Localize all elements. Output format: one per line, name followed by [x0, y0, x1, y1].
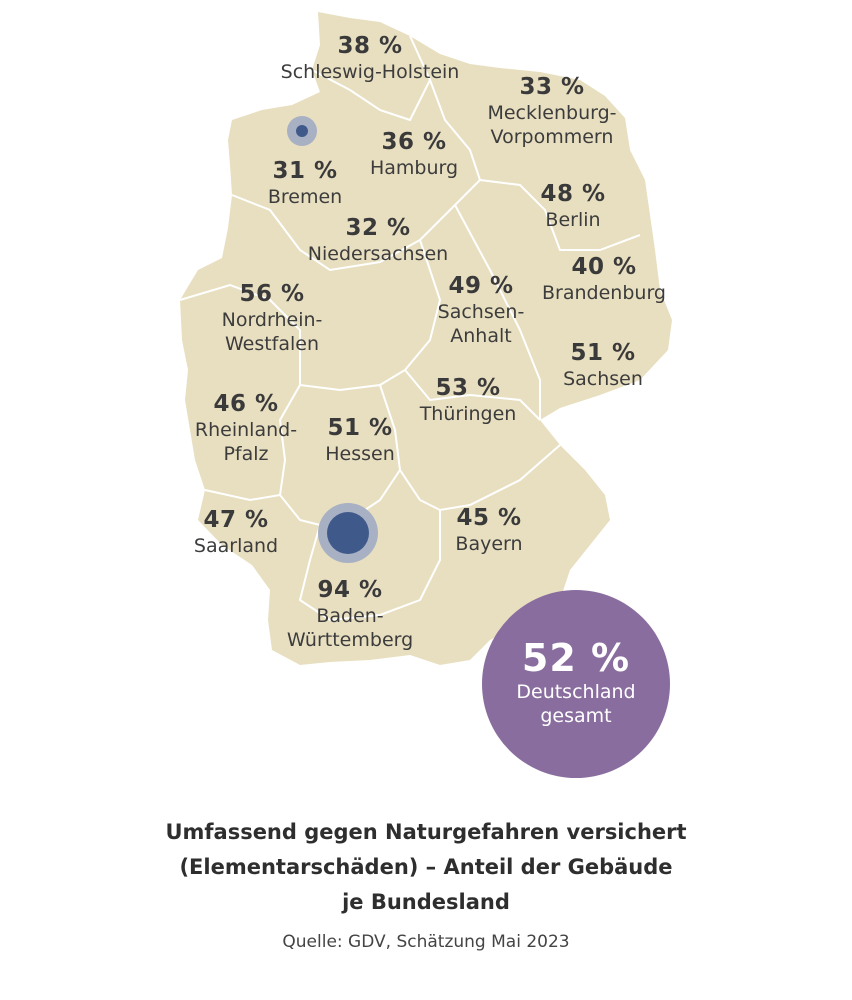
total-percentage: 52 %: [521, 636, 631, 680]
state-percentage: 94 %: [317, 577, 383, 603]
state-percentage: 51 %: [570, 340, 636, 366]
state-name: Sachsen: [563, 368, 643, 390]
caption-title-line3: je Bundesland: [342, 890, 510, 914]
state-name: Bayern: [455, 533, 523, 555]
state-name: Sachsen- Anhalt: [437, 301, 525, 347]
state-name: Brandenburg: [542, 282, 666, 304]
state-label-mecklenburg-vorpommern: 33 % Mecklenburg- Vorpommern: [487, 73, 616, 149]
state-name: Saarland: [193, 535, 279, 557]
state-percentage: 32 %: [345, 215, 411, 241]
state-label-schleswig-holstein: 38 % Schleswig-Holstein: [281, 32, 460, 84]
state-label-brandenburg: 40 % Brandenburg: [542, 253, 666, 305]
state-label-rheinland-pfalz: 46 % Rheinland- Pfalz: [195, 390, 297, 466]
germany-land-shape: [180, 12, 672, 665]
total-label-line2: gesamt: [540, 705, 612, 727]
state-label-niedersachsen: 32 % Niedersachsen: [308, 214, 448, 266]
state-label-nordrhein-westfalen: 56 % Nordrhein- Westfalen: [222, 280, 323, 356]
total-label-line1: Deutschland: [516, 681, 636, 703]
state-name: Rheinland- Pfalz: [194, 419, 298, 465]
state-label-thueringen: 53 % Thüringen: [420, 374, 517, 426]
state-name: Niedersachsen: [307, 243, 449, 265]
state-name: Thüringen: [419, 403, 517, 425]
caption-title-line2: (Elementarschäden) – Anteil der Gebäude: [179, 855, 673, 879]
state-label-sachsen-anhalt: 49 % Sachsen- Anhalt: [438, 272, 525, 348]
state-percentage: 53 %: [435, 375, 501, 401]
state-percentage: 48 %: [540, 181, 606, 207]
state-percentage: 33 %: [519, 74, 585, 100]
state-percentage: 40 %: [571, 254, 637, 280]
state-name: Nordrhein- Westfalen: [221, 309, 323, 355]
germany-total-badge: 52 % Deutschland gesamt: [482, 590, 670, 778]
state-percentage: 31 %: [272, 158, 338, 184]
state-percentage: 56 %: [239, 281, 305, 307]
state-percentage: 51 %: [327, 415, 393, 441]
state-name: Hessen: [325, 443, 395, 465]
state-name: Bremen: [267, 186, 343, 208]
state-label-bremen: 31 % Bremen: [268, 157, 342, 209]
state-label-hamburg: 36 % Hamburg: [370, 128, 458, 180]
bremen-marker: [296, 125, 308, 137]
caption-title-line1: Umfassend gegen Naturgefahren versichert: [165, 820, 687, 844]
state-percentage: 45 %: [456, 505, 522, 531]
caption-source: Quelle: GDV, Schätzung Mai 2023: [282, 932, 570, 952]
state-label-berlin: 48 % Berlin: [540, 180, 605, 232]
state-percentage: 47 %: [203, 507, 269, 533]
state-percentage: 36 %: [381, 129, 447, 155]
state-percentage: 46 %: [213, 391, 279, 417]
state-label-saarland: 47 % Saarland: [194, 506, 278, 558]
state-label-baden-wuerttemberg: 94 % Baden- Württemberg: [287, 576, 413, 652]
state-name: Schleswig-Holstein: [280, 61, 460, 83]
baden-wuerttemberg-marker: [327, 512, 369, 554]
state-percentage: 49 %: [448, 273, 514, 299]
state-percentage: 38 %: [337, 33, 403, 59]
state-name: Berlin: [545, 209, 601, 231]
state-label-hessen: 51 % Hessen: [325, 414, 395, 466]
map-caption: Umfassend gegen Naturgefahren versichert…: [0, 815, 852, 952]
state-name: Mecklenburg- Vorpommern: [487, 102, 617, 148]
state-name: Baden- Württemberg: [286, 605, 414, 651]
germany-map: [179, 12, 672, 665]
state-name: Hamburg: [369, 157, 459, 179]
state-label-sachsen: 51 % Sachsen: [563, 339, 643, 391]
state-label-bayern: 45 % Bayern: [455, 504, 522, 556]
